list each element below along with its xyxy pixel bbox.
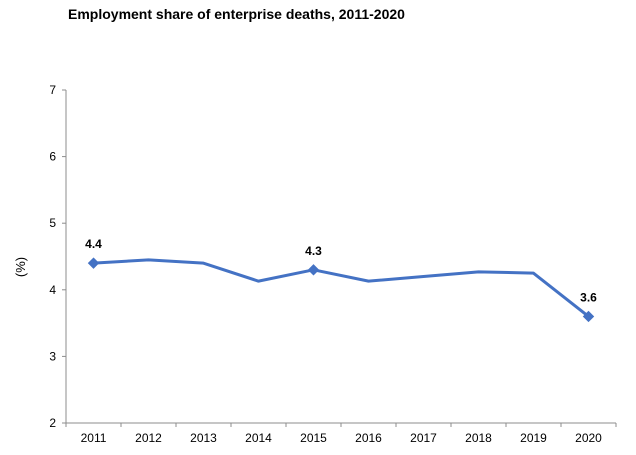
series-layer [87, 257, 595, 323]
y-tick-label: 6 [49, 150, 56, 164]
x-tick-label: 2020 [575, 431, 602, 445]
x-tick-label: 2019 [520, 431, 547, 445]
y-tick-label: 7 [49, 83, 56, 97]
data-labels: 4.4 4.3 3.6 [85, 237, 597, 304]
y-tick-label: 4 [49, 283, 56, 297]
y-tick-label: 3 [49, 349, 56, 363]
x-tick-label: 2011 [81, 431, 107, 445]
y-tick-label: 5 [49, 216, 56, 230]
data-point-marker [582, 310, 595, 323]
chart-title: Employment share of enterprise deaths, 2… [68, 6, 405, 22]
x-tick-label: 2015 [300, 431, 327, 445]
series-line [92, 258, 590, 318]
y-axis-title: (%) [13, 257, 28, 277]
y-tick-label: 2 [49, 416, 56, 430]
data-point-marker [87, 257, 100, 269]
data-point-marker [307, 264, 320, 276]
x-tick-label: 2018 [465, 431, 492, 445]
x-tick-label: 2013 [190, 431, 217, 445]
y-axis-ticks: 2 3 4 5 6 7 [49, 83, 66, 430]
x-tick-label: 2012 [135, 431, 162, 445]
x-axis-ticks: 2011 2012 2013 2014 2015 2016 2017 2018 2019 2020 [65, 423, 617, 445]
x-tick-label: 2014 [245, 431, 272, 445]
data-label: 3.6 [580, 290, 597, 304]
axes [65, 90, 616, 424]
data-label: 4.3 [305, 244, 322, 258]
x-tick-label: 2016 [355, 431, 382, 445]
x-tick-label: 2017 [410, 431, 437, 445]
data-label: 4.4 [85, 237, 102, 251]
